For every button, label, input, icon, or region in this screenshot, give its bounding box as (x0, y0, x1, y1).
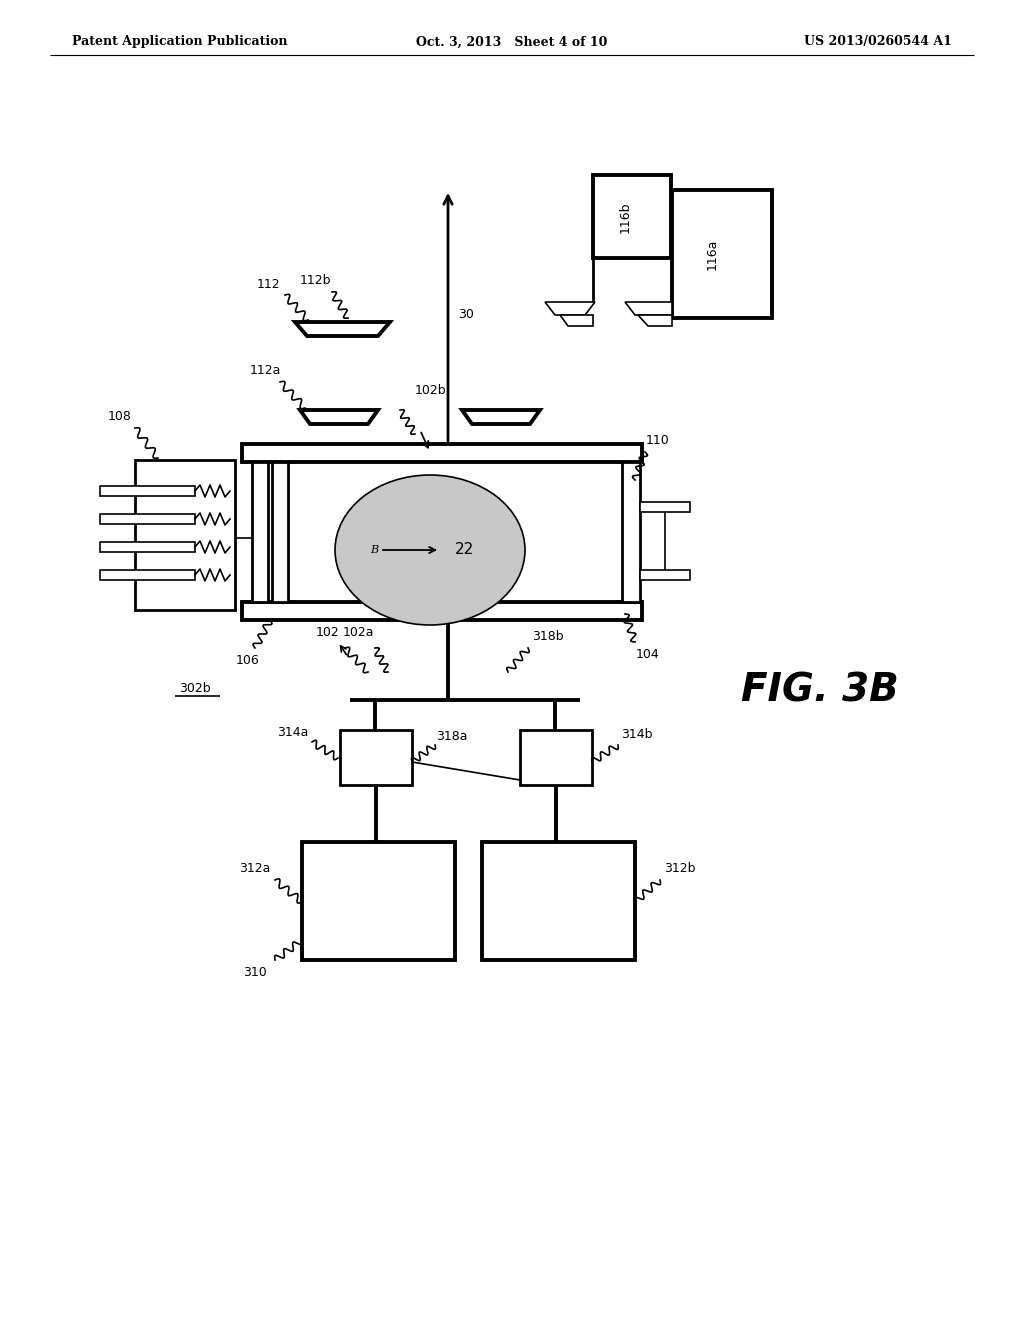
Text: 318b: 318b (532, 630, 564, 643)
Bar (252, 462, 268, 602)
Text: 22: 22 (456, 543, 475, 557)
Bar (482, 842, 635, 960)
Bar (640, 570, 690, 579)
Text: 116a: 116a (706, 239, 719, 269)
Text: 104: 104 (636, 648, 659, 660)
Text: 102a: 102a (342, 626, 374, 639)
Bar (135, 459, 234, 610)
Text: 302b: 302b (179, 681, 211, 694)
Polygon shape (625, 302, 672, 315)
Polygon shape (462, 411, 540, 424)
Bar (622, 462, 640, 602)
Text: Oct. 3, 2013   Sheet 4 of 10: Oct. 3, 2013 Sheet 4 of 10 (417, 36, 607, 49)
Text: Patent Application Publication: Patent Application Publication (72, 36, 288, 49)
Text: 312a: 312a (240, 862, 270, 874)
Bar (100, 543, 195, 552)
Text: 112: 112 (256, 277, 280, 290)
Bar (272, 462, 288, 602)
Ellipse shape (335, 475, 525, 624)
Text: 106: 106 (237, 653, 260, 667)
Bar (242, 444, 642, 462)
Text: 314b: 314b (622, 729, 652, 742)
Text: 112b: 112b (299, 273, 331, 286)
Bar (340, 730, 412, 785)
Bar (520, 730, 592, 785)
Text: 116b: 116b (618, 201, 632, 232)
Text: FIG. 3B: FIG. 3B (741, 671, 899, 709)
Text: 112a: 112a (249, 363, 281, 376)
Text: 310: 310 (243, 965, 267, 978)
Polygon shape (560, 315, 593, 326)
Text: 318a: 318a (436, 730, 468, 743)
Polygon shape (638, 315, 672, 326)
Text: 314a: 314a (278, 726, 308, 738)
Text: B: B (370, 545, 378, 554)
Bar (302, 842, 455, 960)
Text: 312b: 312b (665, 862, 695, 874)
Polygon shape (295, 322, 390, 337)
Text: 102b: 102b (414, 384, 445, 396)
Polygon shape (545, 302, 595, 315)
Bar (100, 486, 195, 496)
Bar (593, 176, 671, 257)
Bar (242, 602, 642, 620)
Text: 110: 110 (646, 433, 670, 446)
Polygon shape (300, 411, 378, 424)
Bar (672, 190, 772, 318)
Text: 102: 102 (316, 626, 340, 639)
Bar (100, 513, 195, 524)
Text: 30: 30 (458, 309, 474, 322)
Bar (100, 570, 195, 579)
Bar (640, 502, 690, 512)
Text: 108: 108 (109, 411, 132, 424)
Text: US 2013/0260544 A1: US 2013/0260544 A1 (804, 36, 952, 49)
